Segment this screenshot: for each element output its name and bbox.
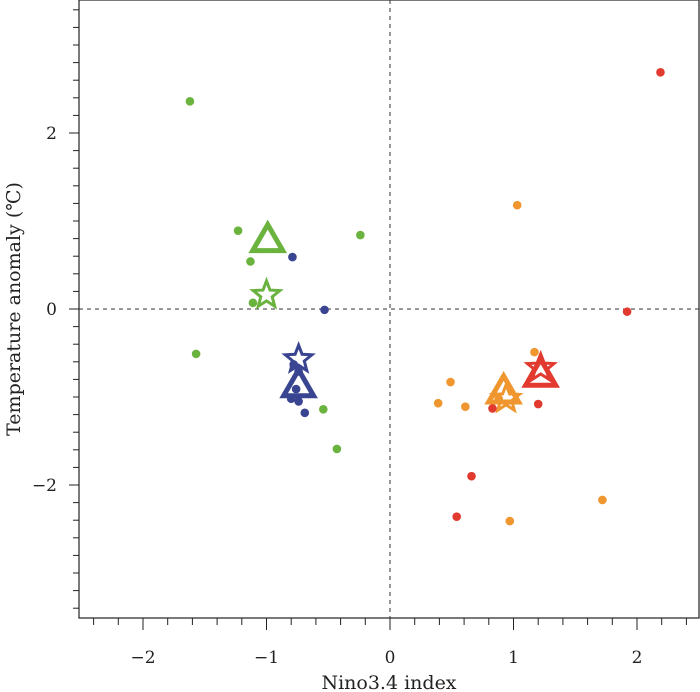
star-marker (249, 276, 284, 310)
scatter-point (233, 226, 243, 235)
scatter-point (288, 252, 297, 262)
scatter-point (185, 97, 195, 106)
scatter-point (191, 349, 201, 359)
scatter-point (433, 398, 443, 408)
scatter-point (294, 397, 303, 406)
scatter-point (291, 384, 301, 394)
scatter-point (461, 402, 470, 411)
scatter-point (446, 377, 455, 387)
x-tick-label: 0 (385, 648, 396, 668)
scatter-point (656, 67, 665, 77)
y-tick-label: −2 (32, 476, 57, 496)
axis-ticks (69, 9, 687, 630)
scatter-point (512, 200, 522, 210)
triangle-marker (248, 219, 288, 254)
scatter-point (332, 444, 342, 454)
x-tick-label: −1 (254, 648, 279, 668)
scatter-point (622, 307, 632, 316)
reference-lines (79, 0, 699, 618)
plot-frame (78, 0, 700, 619)
scatter-point (356, 230, 365, 240)
x-tick-label: 1 (508, 648, 519, 668)
scatter-point (246, 257, 255, 266)
star-marker (488, 380, 524, 414)
scatter-point (530, 347, 539, 357)
x-axis-label: Nino3.4 index (321, 672, 456, 692)
scatter-point (533, 399, 543, 409)
star-marker (523, 349, 558, 383)
y-axis-label: Temperature anomaly (℃) (3, 182, 25, 436)
triangle-marker (279, 364, 318, 399)
y-tick-label: 0 (46, 300, 57, 320)
y-tick-label: 2 (46, 124, 57, 144)
scatter-point (300, 408, 310, 418)
scatter-point (505, 516, 515, 526)
scatter-point (452, 512, 461, 521)
scatter-point (320, 305, 329, 315)
data-marks (185, 67, 665, 526)
scatter-point (467, 471, 476, 481)
tick-labels: −2 −1 0 1 2 −2 0 2 (32, 124, 642, 668)
star-marker (281, 341, 316, 374)
scatter-point (598, 495, 607, 505)
x-tick-label: 2 (632, 648, 643, 668)
scatter-point (319, 405, 328, 414)
scatter-point (248, 298, 258, 308)
x-tick-label: −2 (130, 648, 155, 668)
triangle-marker (484, 370, 523, 405)
scatter-point (488, 404, 497, 413)
